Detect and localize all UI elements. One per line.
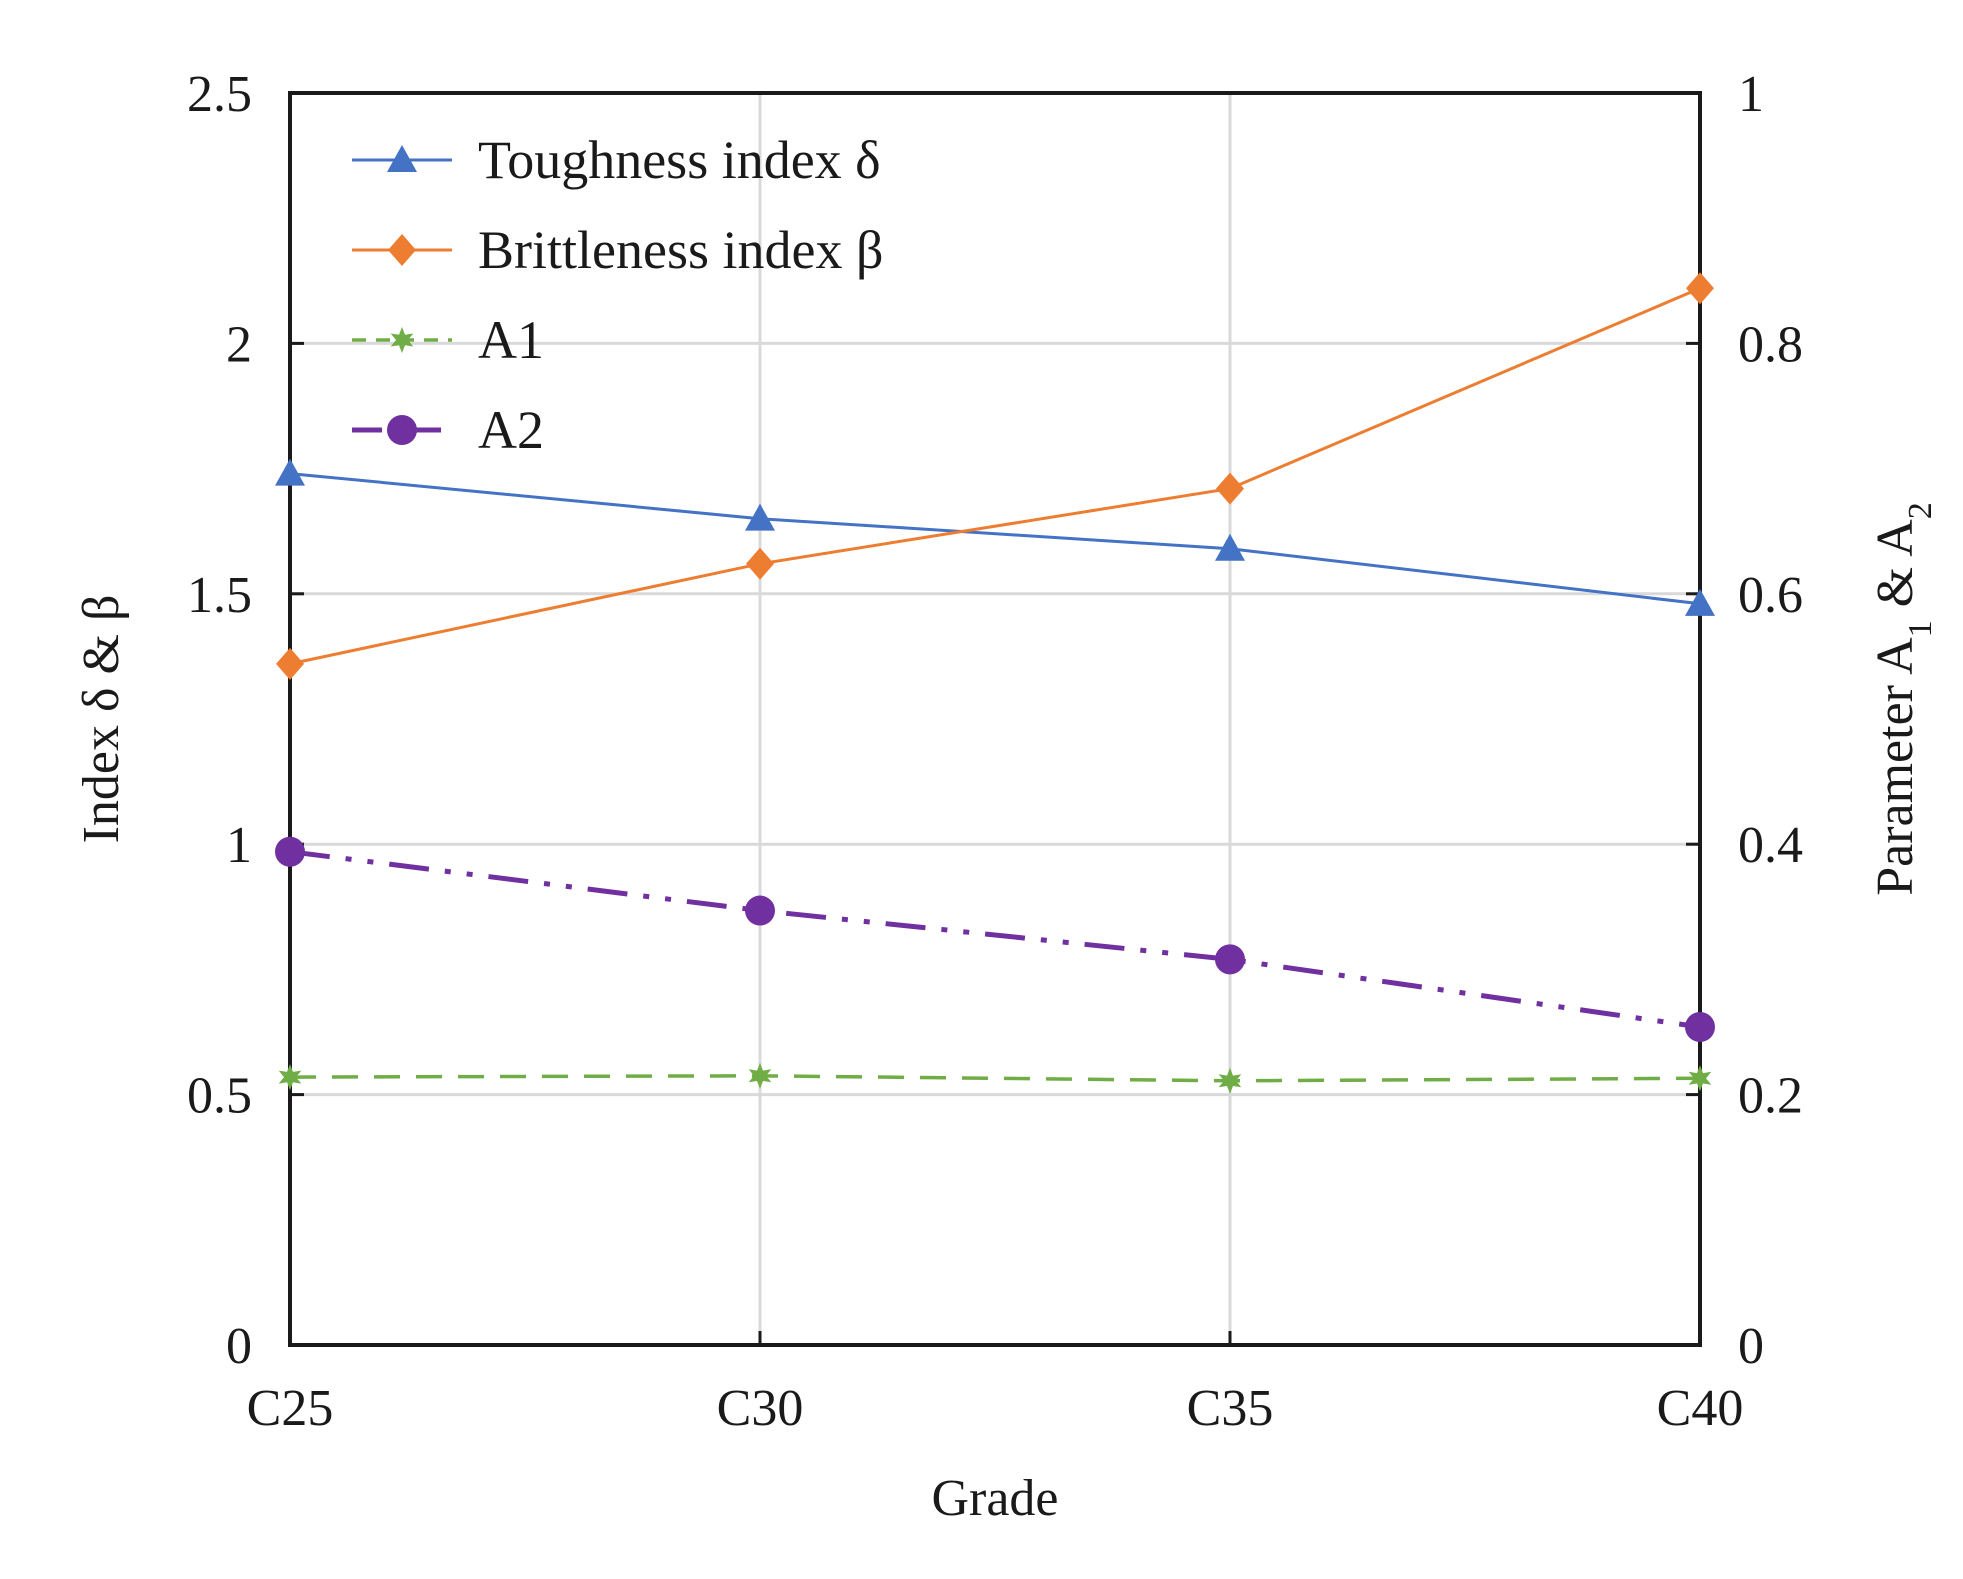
legend-marker: [387, 145, 417, 172]
plot-frame: [288, 91, 1702, 1347]
data-point: [1218, 1067, 1242, 1094]
y2-tick-label: 0.8: [1738, 316, 1803, 373]
data-point: [746, 547, 774, 580]
y2-tick-label: 0.4: [1738, 817, 1803, 874]
data-point: [748, 1062, 772, 1089]
y2-title-sub2: 2: [1902, 502, 1939, 519]
data-point: [1686, 272, 1714, 305]
data-point: [1215, 944, 1245, 975]
data-point: [276, 647, 304, 680]
data-point: [278, 1064, 302, 1091]
series-line: [289, 1074, 1701, 1083]
legend: Toughness index δ Brittleness index β A1 A2: [352, 130, 883, 460]
legend-marker: [387, 415, 417, 445]
data-point: [745, 503, 775, 531]
series-3: [275, 836, 1715, 1042]
legend-item: A2: [352, 400, 544, 460]
grid: [288, 91, 1702, 1347]
y-axis-left: 0 0.5 1 1.5 2 2.5: [187, 66, 304, 1375]
legend-item: Brittleness index β: [352, 220, 883, 280]
y2-tick-label: 0.6: [1738, 567, 1803, 624]
series-line: [289, 286, 1701, 666]
y-tick-label: 1: [226, 817, 252, 874]
y2-tick-label: 0: [1738, 1318, 1764, 1375]
data-point: [1216, 472, 1244, 505]
series-2: [278, 1062, 1712, 1094]
y2-tick-label: 0.2: [1738, 1068, 1803, 1125]
legend-label: Toughness index δ: [478, 130, 881, 190]
series: [275, 272, 1715, 1094]
y2-title-mid: & A: [1867, 519, 1924, 621]
data-point: [275, 836, 305, 867]
legend-label: Brittleness index β: [478, 220, 883, 280]
legend-marker: [390, 327, 414, 353]
y-tick-label: 1.5: [187, 567, 252, 624]
x-tick-label: C40: [1657, 1380, 1744, 1437]
data-point: [1215, 533, 1245, 561]
data-point: [1685, 588, 1715, 616]
x-axis: C25 C30 C35 C40: [247, 1331, 1744, 1437]
y-axis-title: Index δ & β: [73, 595, 130, 844]
data-point: [1685, 1011, 1715, 1042]
y2-title-sub1: 1: [1902, 620, 1939, 637]
y2-tick-label: 1: [1738, 66, 1764, 123]
x-tick-label: C35: [1187, 1380, 1274, 1437]
legend-item: A1: [352, 310, 544, 370]
series-1: [276, 272, 1714, 680]
y2-axis-title: Parameter A1 & A2: [1867, 502, 1939, 896]
y-tick-label: 2.5: [187, 66, 252, 123]
y-tick-label: 0: [226, 1318, 252, 1375]
legend-marker: [388, 234, 416, 266]
series-0: [275, 458, 1715, 616]
y-tick-label: 2: [226, 316, 252, 373]
data-point: [1688, 1065, 1712, 1092]
legend-label: A2: [478, 400, 544, 460]
data-point: [745, 895, 775, 926]
x-tick-label: C25: [247, 1380, 334, 1437]
legend-item: Toughness index δ: [352, 130, 881, 190]
data-point: [275, 458, 305, 486]
legend-label: A1: [478, 310, 544, 370]
x-tick-label: C30: [717, 1380, 804, 1437]
y2-title-prefix: Parameter A: [1867, 637, 1924, 896]
series-line: [289, 472, 1701, 606]
series-line: [289, 849, 1701, 1030]
y-tick-label: 0.5: [187, 1068, 252, 1125]
y-axis-right: 0 0.2 0.4 0.6 0.8 1: [1686, 66, 1803, 1375]
x-axis-title: Grade: [931, 1470, 1058, 1527]
